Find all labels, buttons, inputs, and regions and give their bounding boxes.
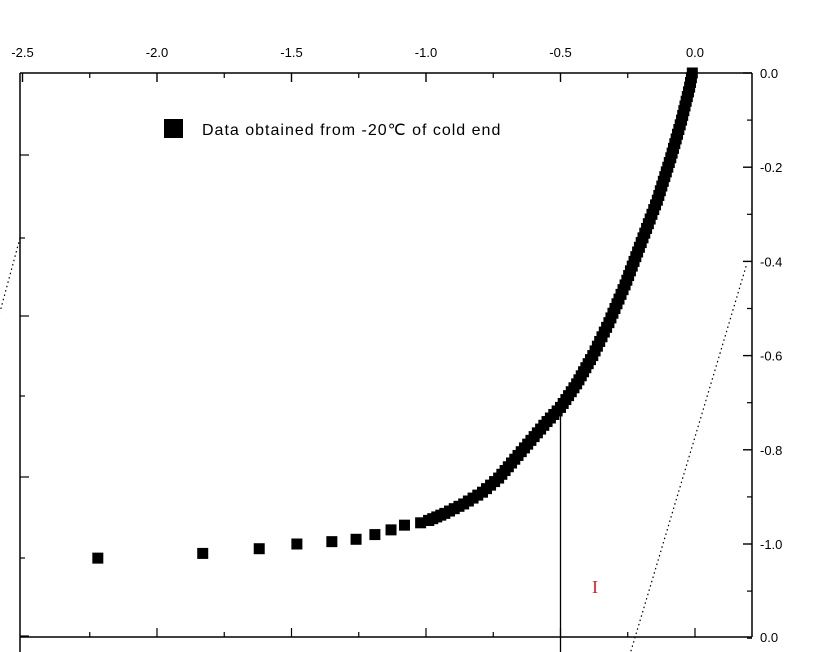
top-tick-label: -0.5 (549, 45, 571, 60)
top-tick-label: -2.5 (11, 45, 33, 60)
legend-marker (164, 119, 183, 138)
data-point (686, 67, 698, 79)
right-tick-label: -0.8 (760, 443, 782, 458)
right-tick-label: 0.0 (760, 66, 778, 81)
annotation-label: I (592, 577, 598, 597)
plot-frame (19, 72, 753, 652)
data-point (369, 529, 381, 541)
top-tick-label: 0.0 (686, 45, 704, 60)
right-axis-ticks: 0.0 -0.2 -0.4 -0.6 -0.8 -1.0 (743, 66, 782, 639)
top-axis-ticks: -2.5 -2.0 -1.5 -1.0 -0.5 0.0 (11, 45, 704, 82)
data-point (350, 533, 362, 545)
dotted-line (630, 265, 747, 652)
data-series (92, 67, 698, 564)
right-tick-label: -0.2 (760, 160, 782, 175)
bottom-axis-ticks (89, 628, 696, 637)
data-point (326, 536, 338, 548)
top-tick-label: -2.0 (146, 45, 168, 60)
top-tick-label: -1.5 (280, 45, 302, 60)
data-point (291, 538, 303, 550)
right-tick-label: -0.6 (760, 349, 782, 364)
right-tick-label: -0.4 (760, 254, 782, 269)
top-tick-label: -1.0 (415, 45, 437, 60)
left-axis-ticks (20, 154, 29, 637)
right-tick-label: -1.0 (760, 537, 782, 552)
data-point (253, 543, 265, 555)
left-dotted-line (0, 237, 21, 313)
legend-label: Data obtained from -20℃ of cold end (202, 122, 501, 139)
legend: Data obtained from -20℃ of cold end (164, 119, 501, 139)
data-point (92, 552, 104, 564)
data-point (197, 547, 209, 559)
data-point (415, 517, 427, 529)
bottom-right-axis-label: 0.0 (760, 630, 778, 645)
data-point (398, 519, 410, 531)
data-point (385, 524, 397, 536)
